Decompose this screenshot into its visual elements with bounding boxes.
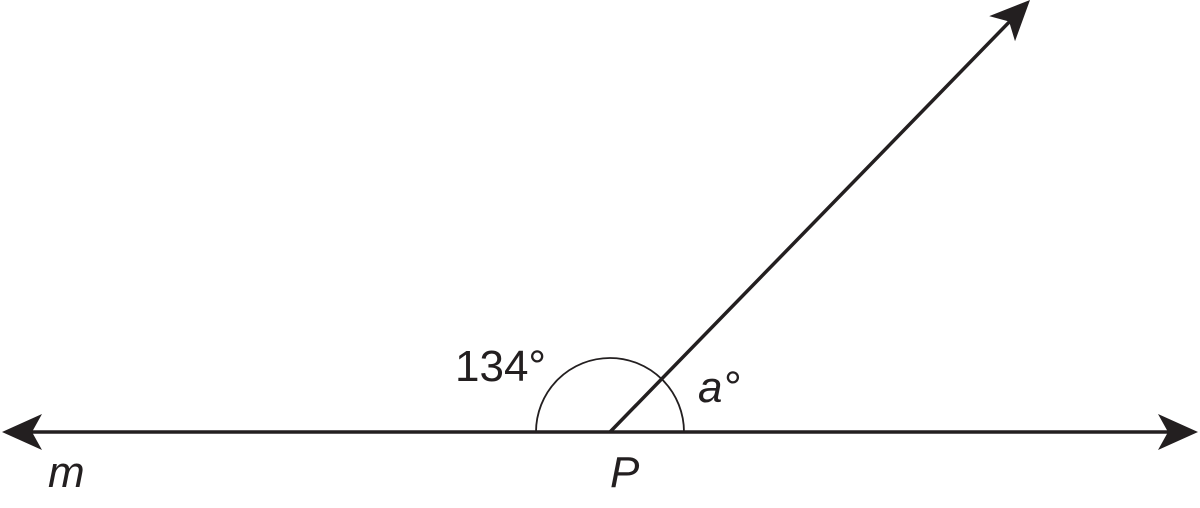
right-arrowhead — [1158, 414, 1198, 450]
ray-from-p — [608, 11, 1020, 434]
angle-a-label: a° — [698, 363, 740, 412]
line-m-label: m — [48, 448, 85, 497]
left-arrowhead — [2, 414, 42, 450]
ray-arrowhead — [989, 0, 1030, 42]
angle-134-label: 134° — [455, 342, 546, 391]
angle-arc — [535, 357, 685, 433]
point-p-label: P — [610, 448, 640, 497]
